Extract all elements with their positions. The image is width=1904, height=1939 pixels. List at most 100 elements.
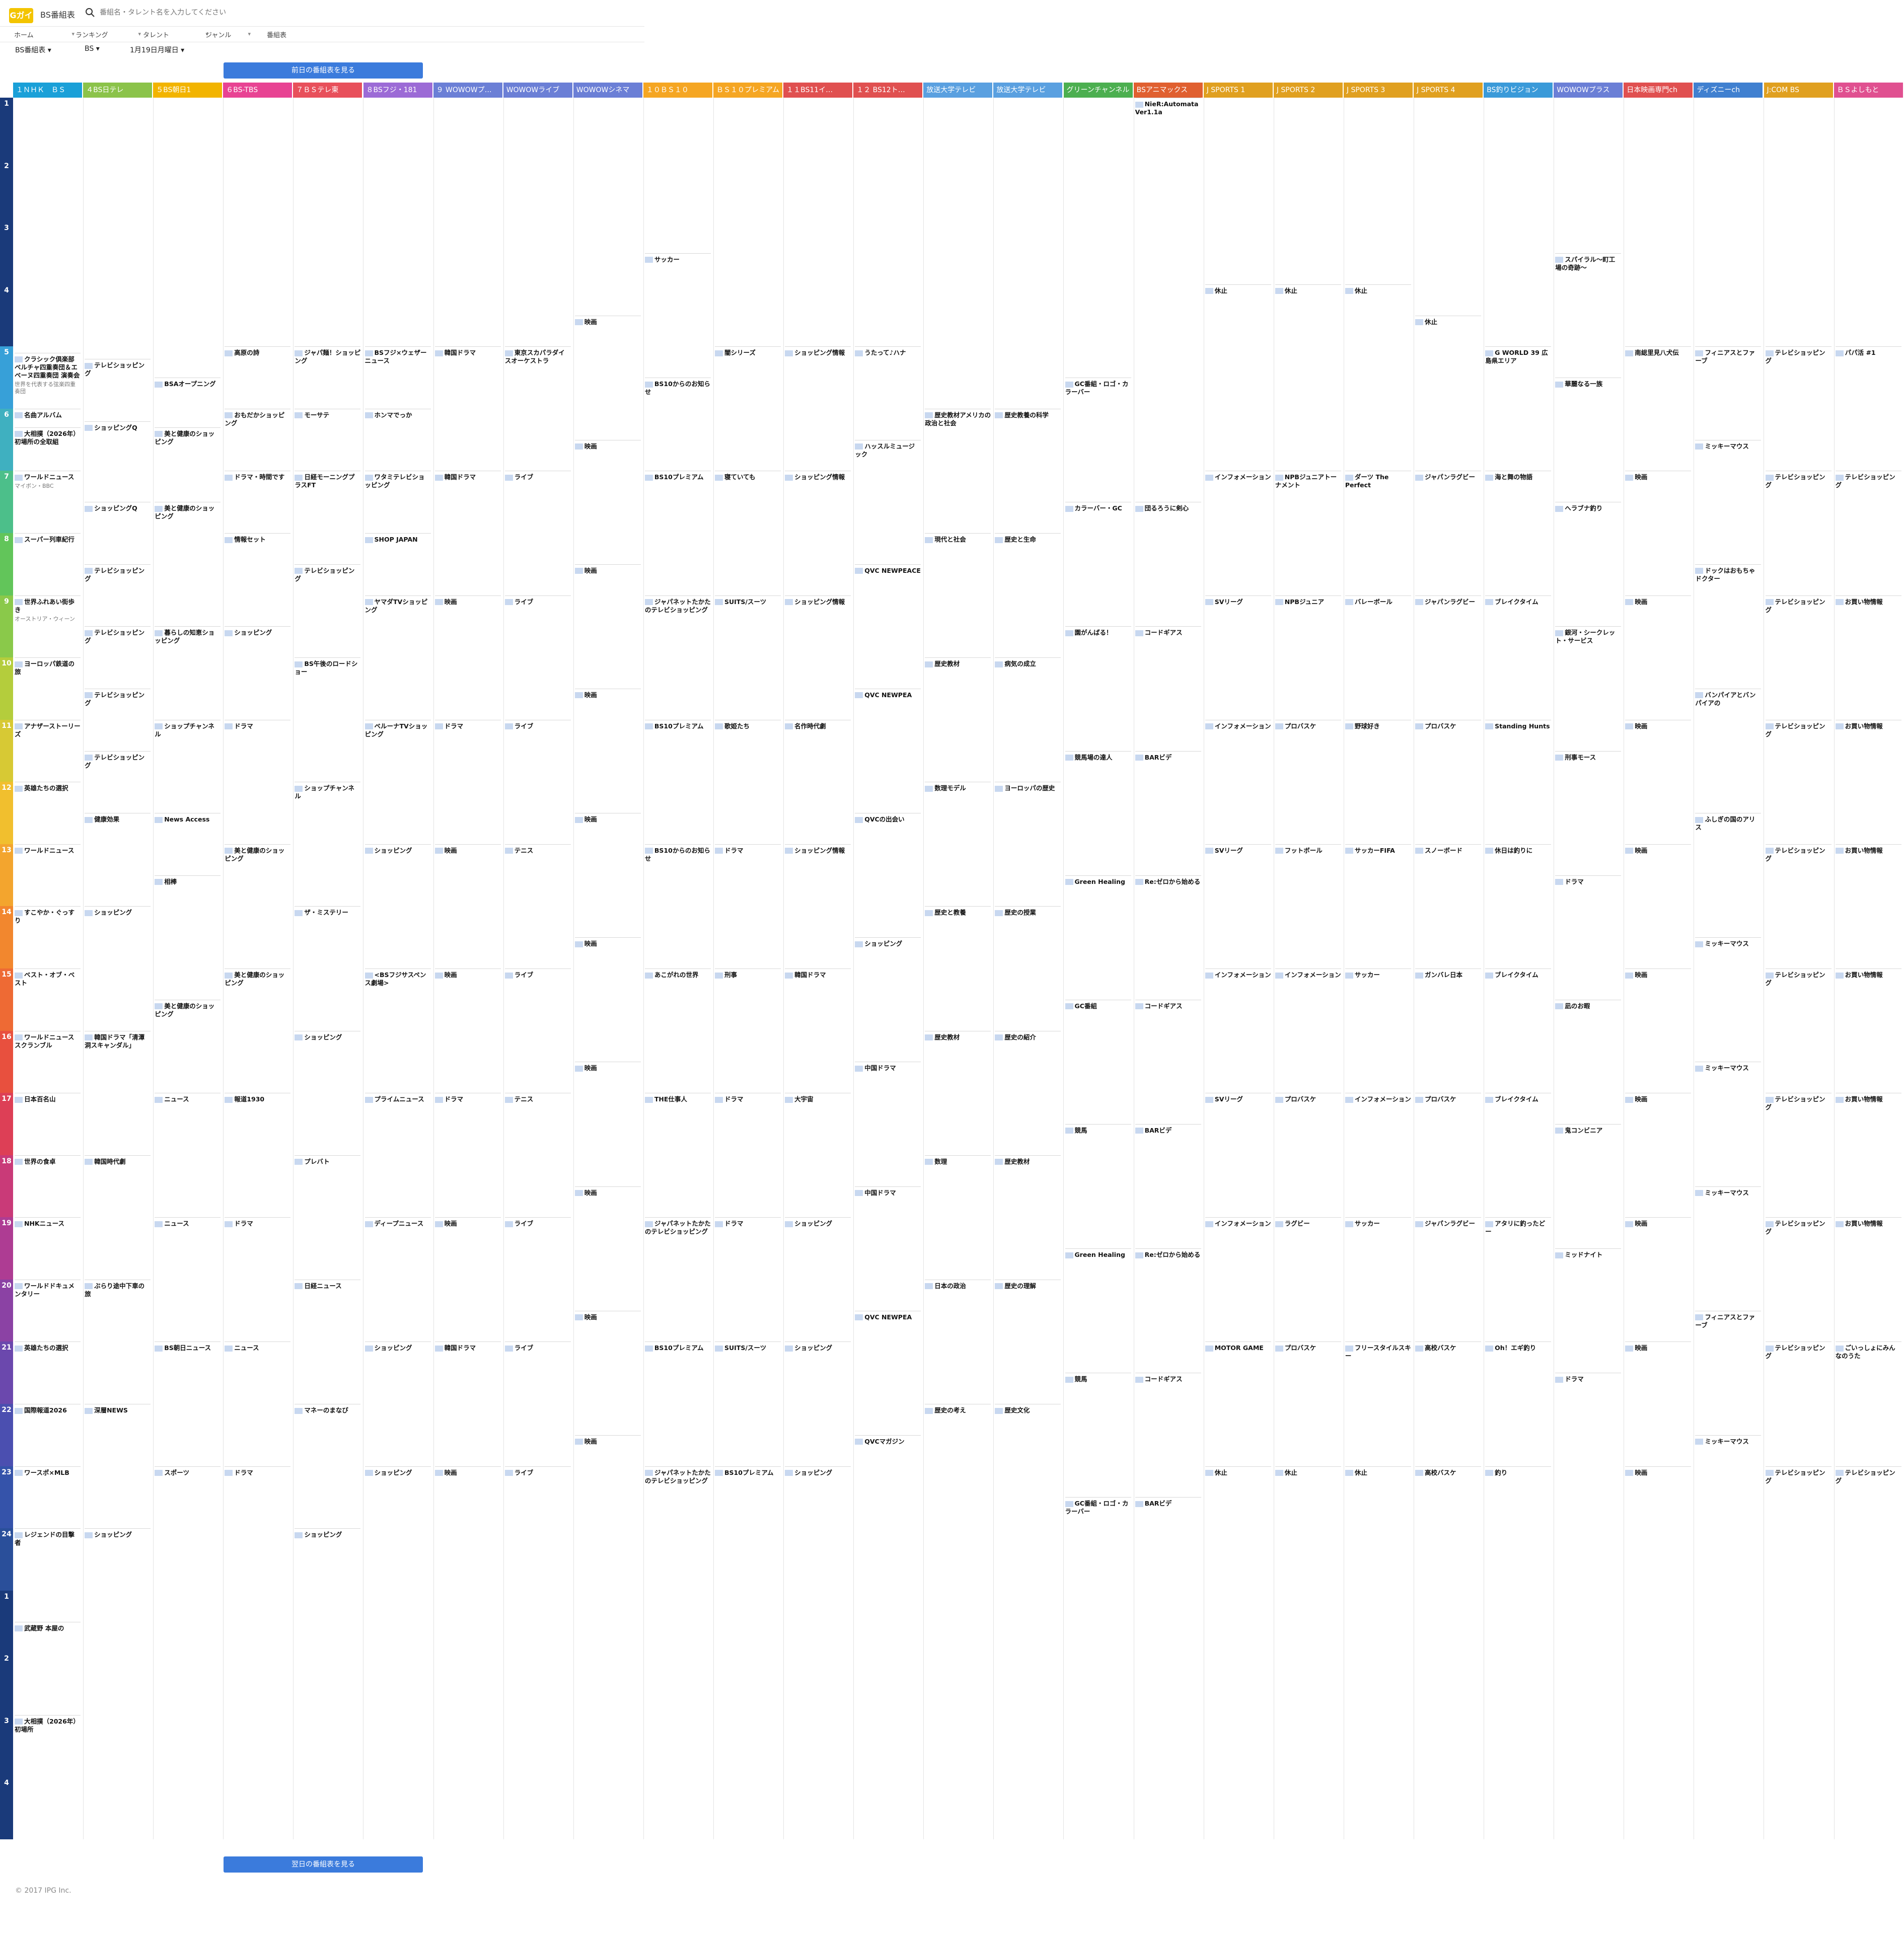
program-cell[interactable]: お買い物情報	[1835, 595, 1901, 718]
program-cell[interactable]: ミッキーマウス	[1695, 439, 1762, 562]
channel-header[interactable]: １０ＢＳ１０	[643, 83, 713, 98]
program-cell[interactable]: インフォメーション	[1205, 1217, 1271, 1339]
program-cell[interactable]: 数理	[925, 1155, 991, 1278]
program-cell[interactable]: 高原の詩	[225, 346, 291, 407]
program-cell[interactable]: QVC NEWPEA	[855, 1310, 921, 1433]
program-cell[interactable]: フィニアスとファーブ	[1695, 1310, 1762, 1433]
program-cell[interactable]: 美と健康のショッピング	[225, 844, 291, 966]
program-cell[interactable]: 英雄たちの選択	[15, 782, 81, 842]
program-cell[interactable]: ミッキーマウス	[1695, 1186, 1762, 1309]
program-cell[interactable]: 映画	[434, 1217, 501, 1339]
program-cell[interactable]: ドラマ	[225, 719, 291, 842]
program-cell[interactable]: 世界ふれあい街歩き オーストリア・ウィーン	[15, 595, 81, 656]
program-cell[interactable]: G WORLD 39 広島県エリア	[1485, 346, 1552, 469]
program-cell[interactable]: ショッピング情報	[785, 346, 851, 469]
program-cell[interactable]: お買い物情報	[1835, 1093, 1901, 1215]
program-cell[interactable]: ショッピング	[785, 1466, 851, 1589]
program-cell[interactable]: 競馬	[1065, 1124, 1131, 1246]
program-cell[interactable]: プロバスケ	[1275, 1093, 1341, 1215]
program-cell[interactable]: 映画	[1625, 1217, 1692, 1339]
program-cell[interactable]: ブレイクタイム	[1485, 595, 1552, 718]
program-cell[interactable]: ライブ	[504, 595, 571, 718]
program-cell[interactable]: News Access	[155, 813, 221, 873]
program-cell[interactable]: お買い物情報	[1835, 968, 1901, 1091]
program-cell[interactable]: あこがれの世界	[644, 968, 711, 1091]
program-cell[interactable]: お買い物情報	[1835, 719, 1901, 842]
program-cell[interactable]: 映画	[574, 439, 641, 562]
program-cell[interactable]: ガンバレ日本	[1415, 968, 1482, 1091]
program-cell[interactable]: 中国ドラマ	[855, 1186, 921, 1309]
program-cell[interactable]: ジャパネットたかたのテレビショッピング	[644, 1217, 711, 1339]
program-cell[interactable]: ヤマダTVショッピング	[364, 595, 431, 718]
channel-header[interactable]: ６BS-TBS	[223, 83, 293, 98]
program-cell[interactable]: テレビショッピング	[1765, 346, 1832, 469]
program-cell[interactable]: QVC NEWPEA	[855, 688, 921, 811]
program-cell[interactable]: 数理モデル	[925, 782, 991, 904]
program-cell[interactable]: パパ活 #1	[1835, 346, 1901, 469]
program-cell[interactable]: 休止	[1415, 315, 1482, 469]
program-cell[interactable]: 中国ドラマ	[855, 1062, 921, 1184]
site-logo[interactable]: Gガイド	[9, 8, 33, 35]
program-cell[interactable]: 武蔵野 本屋の	[15, 1621, 81, 1713]
program-cell[interactable]: BARビデ	[1135, 1497, 1201, 1619]
program-cell[interactable]: プライムニュース	[364, 1093, 431, 1215]
program-cell[interactable]: NHKニュース	[15, 1217, 81, 1278]
program-cell[interactable]: テレビショッピング	[85, 688, 151, 749]
program-cell[interactable]: 園がんばる！	[1065, 626, 1131, 749]
program-cell[interactable]: ザ・ミステリー	[295, 906, 361, 1028]
program-cell[interactable]: ヨーロッパ鉄道の旅	[15, 657, 81, 718]
program-cell[interactable]: ジャパンラグビー	[1415, 471, 1482, 593]
region-select[interactable]: BS番組表 ▾	[15, 46, 51, 54]
program-cell[interactable]: インフォメーション	[1205, 471, 1271, 593]
program-cell[interactable]: 休止	[1345, 284, 1411, 469]
program-cell[interactable]: 映画	[1625, 1093, 1692, 1215]
program-cell[interactable]: 歴史教材アメリカの政治と社会	[925, 408, 991, 531]
program-cell[interactable]: BS午後のロードショー	[295, 657, 361, 780]
program-cell[interactable]: ショッピング	[295, 1030, 361, 1153]
program-cell[interactable]: ライブ	[504, 968, 571, 1091]
program-cell[interactable]: ドラマ	[434, 1093, 501, 1215]
program-cell[interactable]: GC番組・ロゴ・カラーバー	[1065, 1497, 1131, 1619]
program-cell[interactable]: 高校バスケ	[1415, 1341, 1482, 1464]
program-cell[interactable]: Standing Hunts	[1485, 719, 1552, 842]
program-cell[interactable]: 団るろうに剣心	[1135, 502, 1201, 624]
program-cell[interactable]: ショッピング	[295, 1528, 361, 1651]
program-cell[interactable]: 競馬	[1065, 1373, 1131, 1495]
program-cell[interactable]: ぶらり途中下車の旅	[85, 1279, 151, 1402]
program-cell[interactable]: 海と舞の物語	[1485, 471, 1552, 593]
program-cell[interactable]: Green Healing	[1065, 1248, 1131, 1371]
program-cell[interactable]: アタリに釣ったどー	[1485, 1217, 1552, 1339]
program-cell[interactable]: マネーのまなび	[295, 1404, 361, 1526]
program-cell[interactable]: 暮らしの知恵ショッピング	[155, 626, 221, 717]
program-cell[interactable]: へラブナ釣り	[1555, 502, 1622, 624]
program-cell[interactable]: Re:ゼロから始める	[1135, 875, 1201, 998]
program-cell[interactable]: テレビショッピング	[1765, 1093, 1832, 1215]
program-cell[interactable]: Green Healing	[1065, 875, 1131, 998]
program-cell[interactable]: NPBジュニアトーナメント	[1275, 471, 1341, 593]
program-cell[interactable]: SVリーグ	[1205, 844, 1271, 966]
channel-header[interactable]: １２ BS12ト…	[853, 83, 923, 98]
program-cell[interactable]: お買い物情報	[1835, 844, 1901, 966]
program-cell[interactable]: ショッピング情報	[785, 471, 851, 593]
program-cell[interactable]: ショッピング	[85, 906, 151, 1028]
program-cell[interactable]: 美と健康のショッピング	[155, 427, 221, 500]
program-cell[interactable]: MOTOR GAME	[1205, 1341, 1271, 1464]
program-cell[interactable]: ライブ	[504, 719, 571, 842]
program-cell[interactable]: BS朝日ニュース	[155, 1341, 221, 1464]
program-cell[interactable]: ホンマでっか	[364, 408, 431, 469]
program-cell[interactable]: 歴史教養の科学	[995, 408, 1061, 531]
channel-header[interactable]: ＢＳよしもと	[1834, 83, 1903, 98]
channel-header[interactable]: WOWOWシネマ	[573, 83, 643, 98]
program-cell[interactable]: 南総里見八犬伝	[1625, 346, 1692, 469]
program-cell[interactable]: フィニアスとファーブ	[1695, 346, 1762, 437]
channel-header[interactable]: BSアニマックス	[1133, 83, 1203, 98]
program-cell[interactable]: ドラマ	[715, 1217, 781, 1339]
nav-talent[interactable]: タレント ▾	[143, 31, 208, 39]
next-day-button[interactable]: 翌日の番組表を見る	[224, 1856, 423, 1873]
program-cell[interactable]: 凪のお暇	[1555, 999, 1622, 1122]
program-cell[interactable]: ショッピング	[225, 626, 291, 717]
program-cell[interactable]: 競馬場の達人	[1065, 751, 1131, 873]
program-cell[interactable]: 高校バスケ	[1415, 1466, 1482, 1589]
program-cell[interactable]: ショップチャンネル	[295, 782, 361, 904]
program-cell[interactable]: 華麗なる一族	[1555, 378, 1622, 500]
